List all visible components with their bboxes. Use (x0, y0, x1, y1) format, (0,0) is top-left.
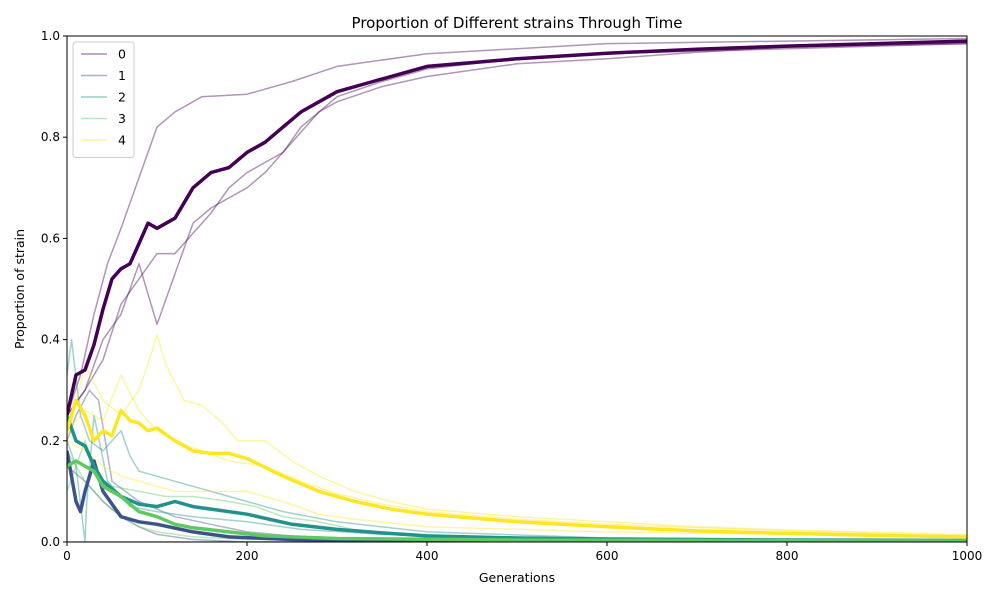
series-line-4-run (67, 440, 967, 538)
series-line-0-mean (67, 39, 967, 416)
series-line-3-mean (67, 459, 967, 542)
legend-label-3: 3 (118, 111, 126, 126)
y-tick-label: 0.2 (41, 434, 60, 448)
legend-label-4: 4 (118, 133, 126, 148)
series-line-1-run (67, 465, 967, 542)
y-axis-label: Proportion of strain (12, 229, 27, 349)
y-axis-ticks: 0.0 0.2 0.4 0.6 0.8 1.0 (41, 29, 67, 549)
legend-label-2: 2 (118, 90, 126, 105)
x-axis-label: Generations (479, 570, 555, 585)
y-tick-label: 0.6 (41, 231, 60, 245)
series-line-4-run (67, 333, 967, 536)
series-line-0-run (67, 37, 967, 416)
x-tick-label: 400 (416, 549, 439, 563)
y-tick-label: 0.4 (41, 333, 60, 347)
series-line-2-run (67, 338, 967, 542)
x-tick-label: 800 (776, 549, 799, 563)
x-tick-label: 0 (63, 549, 71, 563)
legend: 0 1 2 3 4 (72, 41, 135, 158)
y-tick-label: 0.0 (41, 535, 60, 549)
x-tick-label: 600 (596, 549, 619, 563)
legend-box (72, 41, 135, 158)
series-layer (67, 37, 967, 542)
legend-label-0: 0 (118, 47, 126, 62)
x-tick-label: 1000 (952, 549, 983, 563)
series-line-1-mean (67, 450, 967, 542)
series-line-0-run (67, 42, 967, 416)
y-tick-label: 1.0 (41, 29, 60, 43)
legend-label-1: 1 (118, 68, 126, 83)
series-line-4-run (67, 374, 967, 537)
series-line-4-mean (67, 398, 967, 539)
series-line-2-mean (67, 414, 967, 542)
x-axis-ticks: 0 200 400 600 800 1000 (63, 542, 982, 563)
y-tick-label: 0.8 (41, 130, 60, 144)
plot-frame (66, 35, 968, 543)
plot-area (67, 36, 967, 542)
chart-title: Proportion of Different strains Through … (352, 14, 683, 32)
x-tick-label: 200 (236, 549, 259, 563)
